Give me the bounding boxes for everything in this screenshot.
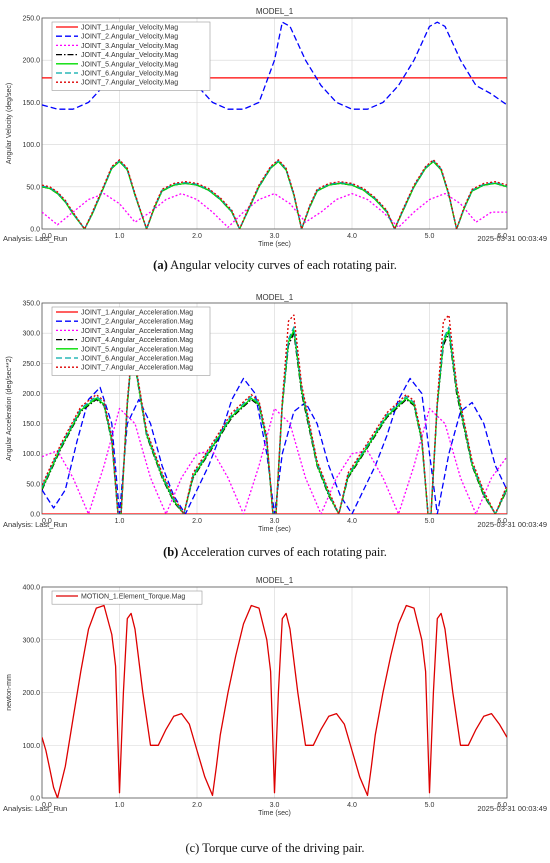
legend-entry: JOINT_2.Angular_Acceleration.Mag	[81, 319, 193, 326]
chart-panel-3: MODEL_1 0.0 1.0 2.0 3.0 4.0 5.0 6.0 0.0 100.0 200.…	[3, 576, 547, 855]
y-tick-label: 250.0	[22, 361, 40, 368]
y-tick-label: 200.0	[22, 391, 40, 398]
x-tick-label: 1.0	[115, 802, 125, 809]
series-line-1	[42, 604, 507, 798]
caption-letter: (b)	[163, 545, 178, 559]
x-tick-label: 2.0	[192, 802, 202, 809]
chart-title: MODEL_1	[256, 293, 294, 302]
x-tick-label: 4.0	[347, 233, 357, 240]
series-line-3	[42, 407, 507, 514]
footer-timestamp: 2025-03-31 00:03:49	[477, 804, 547, 813]
y-tick-label: 300.0	[22, 331, 40, 338]
legend-entry: JOINT_2.Angular_Velocity.Mag	[81, 34, 178, 41]
x-tick-label: 1.0	[115, 233, 125, 240]
legend-entry: JOINT_7.Angular_Acceleration.Mag	[81, 365, 193, 372]
legend-entry: JOINT_4.Angular_Velocity.Mag	[81, 52, 178, 59]
x-tick-label: 6.0	[497, 518, 507, 525]
legend-entry: JOINT_6.Angular_Velocity.Mag	[81, 71, 178, 78]
figure-caption: (b) Acceleration curves of each rotating…	[163, 545, 387, 559]
x-tick-label: 0.0	[42, 518, 52, 525]
y-axis-label: Angular Velocity (deg/sec)	[6, 83, 13, 164]
caption-letter: (a)	[153, 258, 168, 272]
y-tick-label: 100.0	[22, 743, 40, 750]
legend-entry: JOINT_1.Angular_Acceleration.Mag	[81, 310, 193, 317]
x-tick-label: 4.0	[347, 518, 357, 525]
y-axis-label: Angular Acceleration (deg/sec**2)	[6, 356, 13, 461]
footer-analysis: Analysis: Last_Run	[3, 520, 67, 529]
y-tick-label: 200.0	[22, 690, 40, 697]
figure-caption: (c) Torque curve of the driving pair.	[185, 841, 364, 855]
x-tick-label: 0.0	[42, 233, 52, 240]
x-tick-label: 6.0	[497, 802, 507, 809]
x-tick-label: 3.0	[270, 802, 280, 809]
legend-entry: JOINT_5.Angular_Acceleration.Mag	[81, 346, 193, 353]
legend: JOINT_1.Angular_Velocity.Mag JOINT_2.Angu…	[51, 21, 211, 91]
series-line-7	[42, 314, 507, 514]
legend-entry: JOINT_6.Angular_Acceleration.Mag	[81, 356, 193, 363]
legend-entry: JOINT_7.Angular_Velocity.Mag	[81, 80, 178, 87]
legend-box	[51, 590, 203, 605]
x-tick-label: 1.0	[115, 518, 125, 525]
y-tick-label: 50.0	[26, 184, 40, 191]
y-tick-label: 100.0	[22, 142, 40, 149]
y-tick-label: 100.0	[22, 451, 40, 458]
footer-analysis: Analysis: Last_Run	[3, 234, 67, 243]
footer-timestamp: 2025-03-31 00:03:49	[477, 234, 547, 243]
legend-entry: JOINT_4.Angular_Acceleration.Mag	[81, 337, 193, 344]
legend-entry: MOTION_1.Element_Torque.Mag	[81, 594, 185, 601]
x-tick-label: 2.0	[192, 233, 202, 240]
legend: JOINT_1.Angular_Acceleration.Mag JOINT_2.…	[51, 306, 211, 376]
series-group	[42, 604, 507, 798]
legend-box	[51, 306, 211, 376]
x-tick-label: 6.0	[497, 233, 507, 240]
y-tick-label: 150.0	[22, 100, 40, 107]
legend-box	[51, 21, 211, 91]
x-tick-label: 2.0	[192, 518, 202, 525]
y-tick-label: 150.0	[22, 421, 40, 428]
series-group	[42, 314, 507, 514]
chart-title: MODEL_1	[256, 7, 294, 16]
legend-entry: JOINT_3.Angular_Acceleration.Mag	[81, 328, 193, 335]
legend-entry: JOINT_5.Angular_Velocity.Mag	[81, 61, 178, 68]
y-tick-label: 350.0	[22, 301, 40, 308]
x-tick-label: 5.0	[425, 518, 435, 525]
y-tick-label: 250.0	[22, 16, 40, 23]
chart-panel-1: MODEL_1 0.0 1.0 2.0 3.0 4.0 5.0 6.0 0.0 50.0 100.0…	[3, 7, 547, 272]
series-line-2	[42, 377, 507, 514]
x-tick-label: 5.0	[425, 233, 435, 240]
x-axis-label: Time (sec)	[258, 810, 291, 817]
y-axis-label: newton-mm	[6, 674, 13, 711]
caption-text: Angular velocity curves of each rotating…	[168, 258, 397, 272]
chart-title: MODEL_1	[256, 576, 294, 585]
x-tick-label: 3.0	[270, 233, 280, 240]
legend: MOTION_1.Element_Torque.Mag	[51, 590, 203, 605]
y-tick-label: 0.0	[30, 796, 40, 803]
x-tick-label: 5.0	[425, 802, 435, 809]
x-axis-label: Time (sec)	[258, 241, 291, 248]
x-axis-label: Time (sec)	[258, 526, 291, 533]
y-tick-label: 300.0	[22, 637, 40, 644]
plot-frame	[41, 17, 508, 230]
x-tick-label: 3.0	[270, 518, 280, 525]
caption-text: (c) Torque curve of the driving pair.	[185, 841, 364, 855]
plot-frame	[41, 586, 508, 799]
legend-entry: JOINT_1.Angular_Velocity.Mag	[81, 25, 178, 32]
series-line-7	[42, 159, 507, 229]
y-tick-label: 0.0	[30, 512, 40, 519]
chart-panel-2: MODEL_1 0.0 1.0 2.0 3.0 4.0 5.0 6.0 0.0 50.0 100.0…	[3, 293, 547, 559]
legend-entry: JOINT_3.Angular_Velocity.Mag	[81, 43, 178, 50]
footer-timestamp: 2025-03-31 00:03:49	[477, 520, 547, 529]
x-tick-label: 0.0	[42, 802, 52, 809]
y-tick-label: 50.0	[26, 481, 40, 488]
y-tick-label: 0.0	[30, 227, 40, 234]
y-tick-label: 200.0	[22, 58, 40, 65]
x-tick-label: 4.0	[347, 802, 357, 809]
series-line-3	[42, 192, 507, 228]
footer-analysis: Analysis: Last_Run	[3, 804, 67, 813]
y-tick-label: 400.0	[22, 585, 40, 592]
figure-caption: (a) Angular velocity curves of each rota…	[153, 258, 397, 272]
caption-text: Acceleration curves of each rotating pai…	[178, 545, 387, 559]
